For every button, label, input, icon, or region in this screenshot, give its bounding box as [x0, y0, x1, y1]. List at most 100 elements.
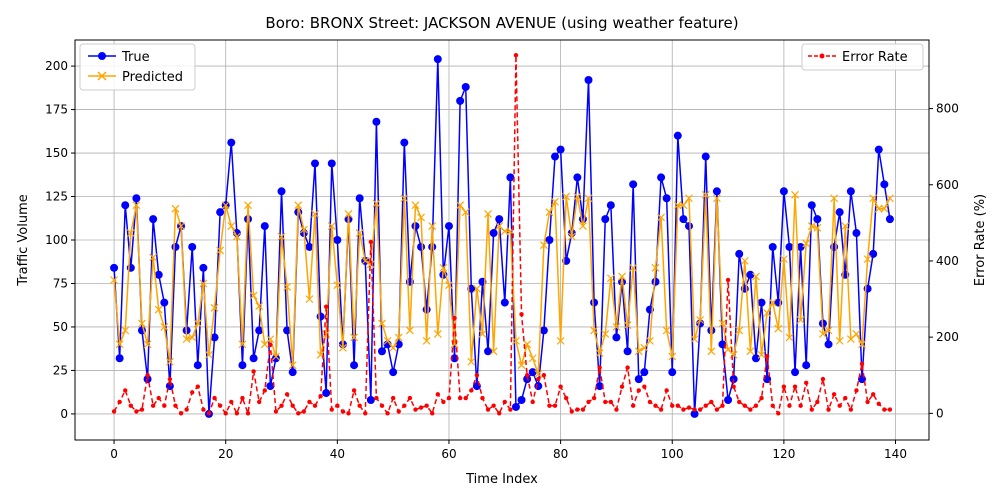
point-true [333, 236, 342, 244]
point-predicted [874, 204, 883, 213]
point-predicted [165, 357, 174, 366]
point-predicted [601, 329, 610, 338]
point-error-rate [536, 376, 541, 382]
point-predicted [193, 319, 202, 328]
point-error-rate [173, 403, 178, 408]
point-predicted [110, 276, 118, 284]
y-axis-left: 0 25 50 75 100 125 150 175 200 [45, 59, 75, 421]
point-error-rate [826, 407, 831, 412]
point-predicted [210, 303, 219, 312]
legend-true-marker [98, 52, 106, 60]
point-error-rate [301, 409, 307, 414]
point-true [824, 340, 833, 349]
point-error-rate [753, 403, 759, 408]
point-true [757, 298, 766, 307]
point-error-rate [340, 409, 346, 414]
point-error-rate [820, 376, 826, 382]
y-tick-label: 125 [45, 190, 68, 204]
point-error-rate [217, 403, 223, 408]
point-predicted [763, 309, 772, 317]
x-tick-label: 80 [553, 447, 568, 461]
point-error-rate [843, 395, 848, 401]
point-error-rate [597, 365, 602, 370]
point-error-rate [229, 399, 234, 405]
point-predicted [746, 347, 755, 356]
point-true [260, 222, 269, 231]
series-line-true [113, 59, 891, 414]
point-predicted [813, 223, 822, 232]
point-predicted [221, 201, 230, 210]
point-predicted [439, 263, 448, 272]
y-tick-label: 25 [53, 363, 68, 377]
point-predicted [819, 329, 827, 338]
point-predicted [333, 281, 342, 290]
point-predicted [573, 192, 582, 201]
point-error-rate [642, 384, 647, 389]
point-true [673, 131, 682, 140]
point-error-rate [206, 411, 212, 416]
point-true [110, 263, 119, 272]
point-predicted [154, 305, 163, 314]
point-error-rate [357, 403, 362, 408]
point-predicted [361, 256, 370, 265]
point-error-rate [625, 365, 630, 370]
point-predicted [718, 319, 727, 328]
point-true [350, 361, 359, 370]
point-predicted [880, 204, 889, 213]
point-predicted [662, 326, 671, 335]
point-error-rate [128, 403, 134, 408]
point-error-rate [335, 403, 340, 408]
point-error-rate [491, 403, 496, 408]
point-error-rate [251, 369, 256, 374]
point-true [355, 194, 364, 203]
point-error-rate [363, 411, 368, 416]
legend-right: Error Rate [801, 43, 924, 71]
point-predicted [539, 241, 548, 250]
point-error-rate [318, 393, 323, 399]
point-error-rate [346, 411, 351, 416]
point-true [690, 409, 699, 418]
point-true [216, 208, 225, 217]
point-error-rate [887, 407, 893, 412]
point-predicted [350, 333, 359, 342]
point-true [595, 382, 604, 391]
point-error-rate [273, 409, 279, 414]
point-error-rate [569, 409, 574, 414]
point-predicted [115, 340, 124, 349]
point-predicted [266, 335, 275, 344]
y-tick-label: 175 [45, 103, 68, 117]
point-true [266, 382, 275, 391]
point-error-rate [502, 399, 507, 405]
point-predicted [283, 283, 292, 291]
point-true [684, 222, 693, 231]
point-predicted [673, 201, 682, 210]
point-error-rate [686, 405, 692, 410]
point-true [422, 305, 431, 314]
point-predicted [757, 350, 766, 359]
point-error-rate [742, 403, 748, 408]
y2-tick-label: 200 [936, 330, 959, 344]
point-predicted [835, 336, 844, 345]
point-error-rate [865, 399, 870, 405]
point-error-rate [469, 388, 474, 393]
point-predicted [171, 204, 180, 213]
point-error-rate [759, 395, 764, 401]
point-true [417, 242, 426, 251]
point-error-rate [776, 411, 781, 416]
point-predicted [288, 361, 297, 370]
point-true [506, 173, 515, 182]
point-error-rate [497, 411, 502, 416]
point-error-rate [653, 403, 658, 408]
point-predicted [138, 319, 146, 328]
point-predicted [327, 222, 336, 231]
point-true [880, 180, 889, 189]
point-true [701, 152, 710, 161]
point-error-rate [413, 407, 418, 412]
point-error-rate [430, 411, 435, 416]
point-predicted [456, 201, 465, 210]
y-tick-label: 75 [53, 276, 68, 290]
point-error-rate [831, 392, 837, 397]
point-predicted [272, 352, 280, 361]
point-error-rate [279, 403, 284, 408]
